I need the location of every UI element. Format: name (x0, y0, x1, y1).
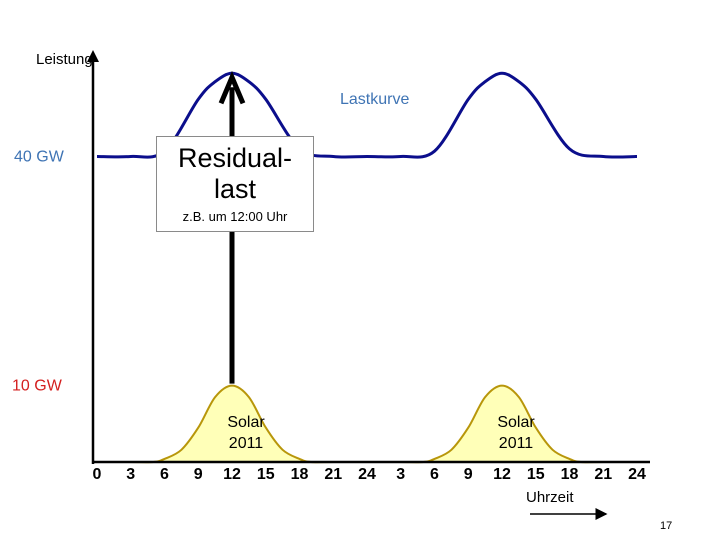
residual-load-title-line2: last (213, 174, 257, 204)
x-tick-label: 15 (527, 466, 545, 483)
level-label-40gw: 40 GW (14, 149, 65, 166)
x-tick-label: 15 (257, 466, 275, 483)
x-tick-label: 6 (160, 466, 169, 483)
solar-line (97, 384, 637, 464)
residual-load-title-line1: Residual- (177, 143, 293, 173)
residual-load-note: z.B. um 12:00 Uhr (182, 209, 288, 224)
x-axis-label: Uhrzeit (526, 489, 574, 506)
x-tick-label: 24 (628, 466, 646, 483)
x-tick-label: 18 (561, 466, 579, 483)
y-axis-arrowhead (87, 50, 99, 62)
page-number: 17 (660, 520, 673, 532)
solar-label-line1: Solar (227, 414, 265, 431)
y-axis-label: Leistung (36, 51, 93, 68)
level-label-10gw: 10 GW (12, 378, 63, 395)
residual-load-callout: Residual- last z.B. um 12:00 Uhr (156, 136, 314, 232)
solar-label-line2: 2011 (499, 435, 534, 452)
x-tick-label: 9 (194, 466, 203, 483)
lastkurve-line (96, 71, 638, 159)
x-tick-label: 12 (493, 466, 511, 483)
x-tick-label: 0 (93, 466, 102, 483)
x-tick-label: 21 (324, 466, 342, 483)
x-tick-label: 21 (594, 466, 612, 483)
residual-load-arrowhead (218, 70, 246, 105)
x-tick-label: 3 (126, 466, 135, 483)
x-tick-label: 24 (358, 466, 376, 483)
solar-label-line1: Solar (497, 414, 535, 431)
solar-area (97, 385, 637, 463)
x-tick-label: 12 (223, 466, 241, 483)
x-tick-label: 3 (396, 466, 405, 483)
solar-label-line2: 2011 (229, 435, 264, 452)
x-tick-label: 9 (464, 466, 473, 483)
residual-load-title: Residual- last (157, 143, 313, 205)
lastkurve-label: Lastkurve (340, 91, 409, 108)
x-tick-label: 6 (430, 466, 439, 483)
x-tick-label: 18 (291, 466, 309, 483)
